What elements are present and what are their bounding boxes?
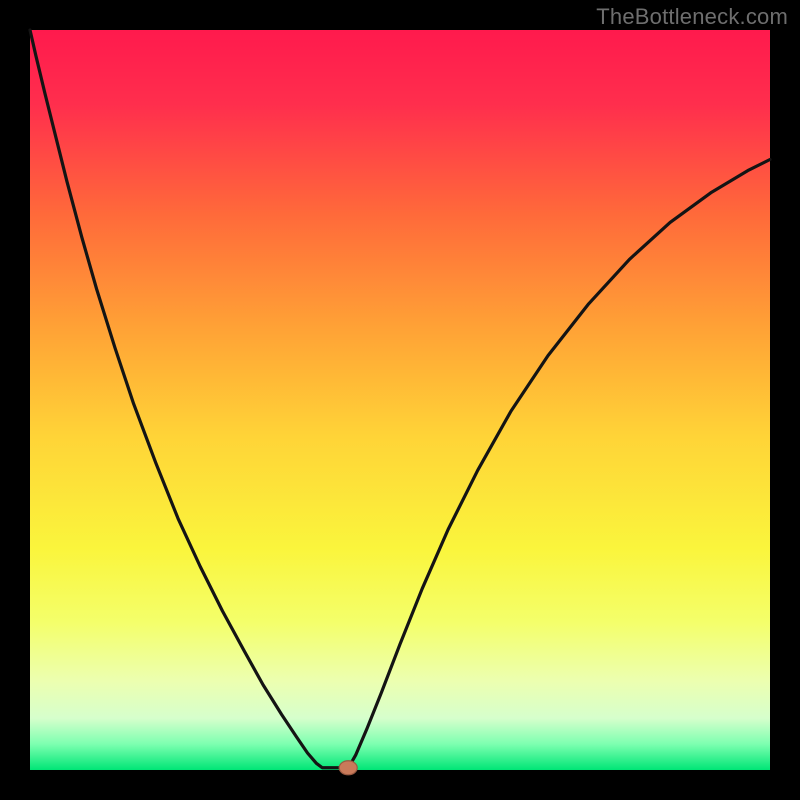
optimum-marker xyxy=(339,761,357,775)
watermark-label: TheBottleneck.com xyxy=(596,4,788,30)
chart-stage: TheBottleneck.com xyxy=(0,0,800,800)
bottleneck-chart-svg xyxy=(0,0,800,800)
plot-area xyxy=(30,30,770,770)
